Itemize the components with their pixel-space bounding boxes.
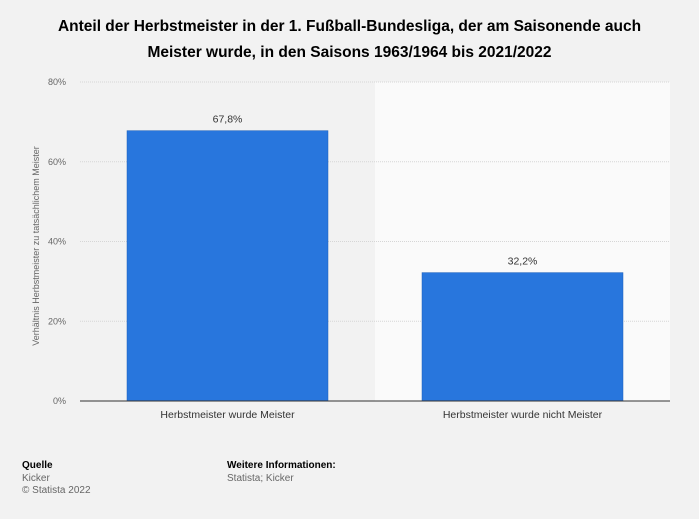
source-block: Quelle Kicker © Statista 2022 — [22, 460, 91, 498]
source-heading: Quelle — [22, 460, 53, 471]
bar-value-labels: 67,8% 32,2% — [213, 114, 538, 268]
bar-chart: 0% 20% 40% 60% 80% 67,8% 32,2% Herbstmeister … — [31, 77, 670, 421]
bar-value-label: 67,8% — [213, 114, 243, 126]
bar[interactable] — [126, 130, 329, 402]
y-axis-ticks: 0% 20% 40% 60% 80% — [48, 77, 66, 406]
more-info-heading: Weitere Informationen: — [227, 460, 336, 471]
y-tick-label: 60% — [48, 157, 66, 167]
y-tick-label: 80% — [48, 77, 66, 87]
x-tick-label: Herbstmeister wurde Meister — [160, 409, 295, 421]
bar[interactable] — [421, 272, 624, 402]
chart-title: Anteil der Herbstmeister in der 1. Fußba… — [0, 14, 699, 66]
x-axis-ticks: Herbstmeister wurde Meister Herbstmeister… — [160, 409, 602, 421]
bar-value-label: 32,2% — [508, 256, 538, 268]
y-tick-label: 0% — [53, 396, 66, 406]
y-tick-label: 40% — [48, 237, 66, 247]
more-info-block: Weitere Informationen: Statista; Kicker — [227, 460, 336, 485]
x-tick-label: Herbstmeister wurde nicht Meister — [443, 409, 603, 421]
chart-title-line-2: Meister wurde, in den Saisons 1963/1964 … — [147, 44, 552, 61]
copyright-line: © Statista 2022 — [22, 485, 91, 496]
y-axis-label: Verhältnis Herbstmeister zu tatsächliche… — [31, 146, 41, 346]
more-info-line: Statista; Kicker — [227, 472, 294, 484]
y-tick-label: 20% — [48, 316, 66, 326]
bars — [126, 130, 624, 402]
chart-title-line-1: Anteil der Herbstmeister in der 1. Fußba… — [57, 18, 642, 35]
source-line: Kicker — [22, 472, 50, 484]
